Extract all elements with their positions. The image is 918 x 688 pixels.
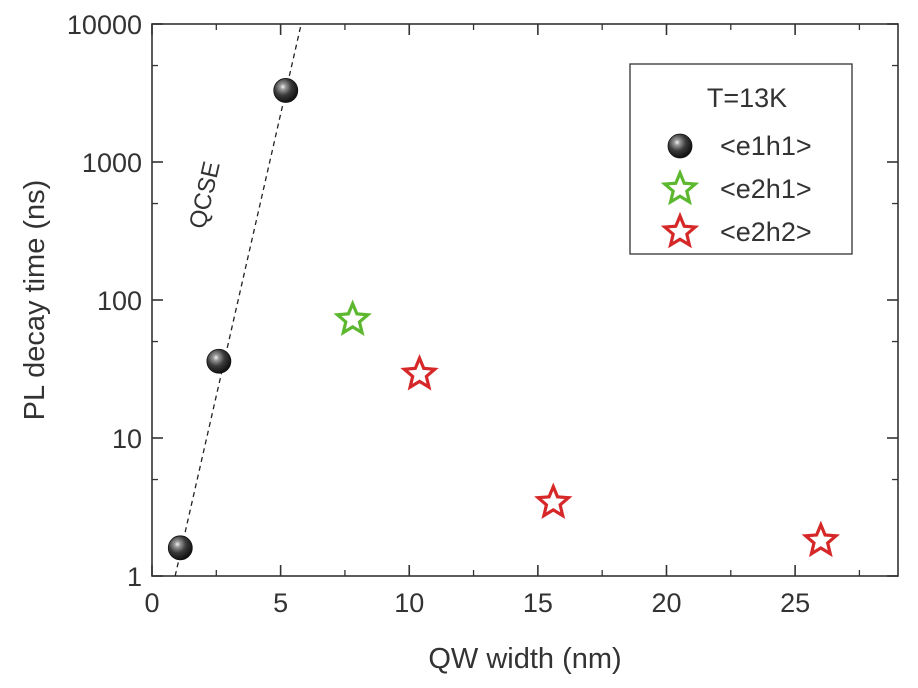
- y-tick-label: 1000: [82, 148, 142, 178]
- data-point-e1h1: [167, 535, 193, 561]
- legend-entries: <e1h1> <e2h1> <e2h2>: [660, 131, 812, 249]
- x-tick-label: 15: [523, 588, 553, 618]
- qcse-dashed-line: [174, 23, 302, 577]
- data-markers: [167, 78, 840, 561]
- legend: T=13K <e1h1> <e2h1> <e2h2>: [629, 63, 853, 255]
- data-point-e2h1: [333, 299, 372, 336]
- y-axis-title: PL decay time (ns): [19, 180, 51, 421]
- x-tick-label: 0: [144, 588, 159, 618]
- data-point-e2h2: [400, 354, 439, 391]
- data-point-e2h2: [534, 482, 573, 519]
- data-point-e1h1: [206, 348, 232, 374]
- legend-box: [629, 63, 853, 255]
- data-point-e2h2: [801, 520, 840, 558]
- y-axis-ticks: [152, 23, 898, 577]
- qcse-fit-line: [174, 23, 302, 577]
- legend-marker: [660, 211, 700, 249]
- x-axis-title: QW width (nm): [428, 643, 621, 675]
- legend-title: T=13K: [707, 83, 787, 113]
- legend-marker: [660, 168, 700, 206]
- data-point-e1h1: [273, 78, 299, 103]
- y-tick-label: 100: [97, 286, 142, 316]
- x-tick-label: 25: [780, 588, 810, 618]
- x-tick-label: 5: [273, 588, 288, 618]
- legend-label: <e2h2>: [720, 217, 812, 247]
- y-tick-label: 10000: [67, 10, 142, 40]
- x-tick-label: 20: [651, 588, 681, 618]
- y-tick-label: 1: [127, 562, 142, 592]
- x-axis-tick-labels: 0 5 10 15 20 25: [144, 588, 810, 618]
- legend-label: <e1h1>: [720, 131, 812, 161]
- legend-marker: [667, 133, 693, 159]
- x-axis-ticks: [151, 24, 861, 576]
- y-axis-tick-labels: 1 10 100 1000 10000: [67, 10, 142, 592]
- x-tick-label: 10: [394, 588, 424, 618]
- legend-label: <e2h1>: [720, 174, 812, 204]
- y-tick-label: 10: [112, 424, 142, 454]
- qcse-annotation: QCSE: [184, 159, 225, 231]
